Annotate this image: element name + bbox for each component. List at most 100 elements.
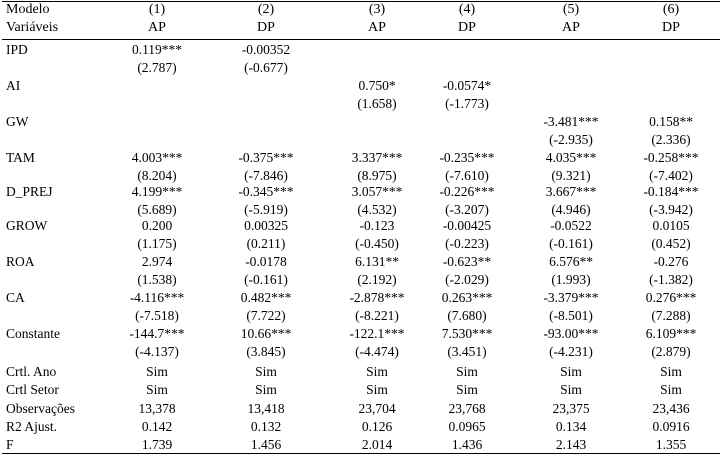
coefficient-cell: -0.375*** (238, 150, 294, 165)
t-stat-cell: (-0.677) (244, 60, 288, 75)
t-stat-cell: (3.845) (246, 344, 286, 359)
column-dependent-6: DP (662, 20, 680, 35)
coefficient-cell: -0.623** (442, 254, 492, 269)
t-stat-cell: (2.336) (651, 132, 691, 147)
variable-label: D_PREJ (6, 184, 53, 199)
t-stat-cell: (7.722) (246, 308, 286, 323)
footer-value-cell: 23,704 (358, 401, 396, 416)
footer-value-cell: 0.126 (361, 419, 393, 434)
footer-value-cell: 1.456 (250, 437, 282, 452)
t-stat-cell: (-1.382) (649, 272, 693, 287)
footer-value-cell: Sim (660, 382, 682, 397)
coefficient-cell: 2.974 (141, 254, 173, 269)
t-stat-cell: (4.946) (551, 202, 591, 217)
coefficient-cell: 0.263*** (441, 290, 493, 305)
footer-value-cell: Sim (255, 382, 277, 397)
header-rule (2, 39, 720, 40)
footer-value-cell: 1.355 (655, 437, 687, 452)
t-stat-cell: (1.538) (137, 272, 177, 287)
t-stat-cell: (-0.450) (355, 236, 399, 251)
coefficient-cell: -4.116*** (129, 290, 185, 305)
coefficient-cell: 6.576** (549, 254, 593, 269)
coefficient-cell: -0.0574* (442, 78, 492, 93)
t-stat-cell: (-2.029) (445, 272, 489, 287)
t-stat-cell: (-0.161) (244, 272, 288, 287)
coefficient-cell: 0.750* (358, 78, 396, 93)
coefficient-cell: -0.00425 (442, 218, 492, 233)
t-stat-cell: (8.204) (137, 168, 177, 183)
column-dependent-5: AP (562, 20, 580, 35)
t-stat-cell: (0.211) (246, 236, 286, 251)
t-stat-cell: (-4.474) (355, 344, 399, 359)
coefficient-cell: 7.530*** (441, 326, 493, 341)
column-dependent-3: AP (368, 20, 386, 35)
variable-label: AI (6, 78, 21, 93)
t-stat-cell: (8.975) (357, 168, 397, 183)
column-number-4: (4) (458, 2, 476, 17)
coefficient-cell: -0.184*** (643, 184, 699, 199)
t-stat-cell: (7.680) (447, 308, 487, 323)
footer-value-cell: Sim (560, 364, 582, 379)
footer-value-cell: 0.0916 (652, 419, 690, 434)
footer-label: Crtl Setor (6, 382, 59, 397)
footer-value-cell: 23,375 (552, 401, 590, 416)
footer-label: Observações (6, 401, 75, 416)
t-stat-cell: (-1.773) (445, 96, 489, 111)
footer-value-cell: 13,418 (247, 401, 285, 416)
t-stat-cell: (-3.942) (649, 202, 693, 217)
t-stat-cell: (5.689) (137, 202, 177, 217)
coefficient-cell: 0.482*** (240, 290, 292, 305)
column-number-1: (1) (148, 2, 166, 17)
variable-label: TAM (6, 150, 35, 165)
footer-label: F (6, 437, 14, 452)
footer-label: R2 Ajust. (6, 419, 58, 434)
column-number-2: (2) (257, 2, 275, 17)
t-stat-cell: (3.451) (447, 344, 487, 359)
coefficient-cell: 4.035*** (545, 150, 597, 165)
footer-value-cell: 2.143 (555, 437, 587, 452)
coefficient-cell: -0.258*** (643, 150, 699, 165)
coefficient-cell: -0.276 (653, 254, 689, 269)
coefficient-cell: -2.878*** (349, 290, 405, 305)
column-number-3: (3) (368, 2, 386, 17)
coefficient-cell: -0.0178 (245, 254, 287, 269)
coefficient-cell: 0.119*** (131, 42, 183, 57)
coefficient-cell: 3.057*** (351, 184, 403, 199)
t-stat-cell: (-7.846) (244, 168, 288, 183)
variable-label: ROA (6, 254, 35, 269)
coefficient-cell: -0.226*** (439, 184, 495, 199)
coefficient-cell: 6.109*** (645, 326, 697, 341)
coefficient-cell: -0.0522 (550, 218, 592, 233)
coefficient-cell: -0.235*** (439, 150, 495, 165)
coefficient-cell: -0.345*** (238, 184, 294, 199)
footer-value-cell: Sim (146, 382, 168, 397)
footer-value-cell: 0.132 (250, 419, 282, 434)
coefficient-cell: 3.667*** (545, 184, 597, 199)
coefficient-cell: 4.199*** (131, 184, 183, 199)
coefficient-cell: -93.00*** (543, 326, 599, 341)
footer-value-cell: Sim (560, 382, 582, 397)
footer-value-cell: 1.436 (451, 437, 483, 452)
footer-label: Crtl. Ano (6, 364, 57, 379)
column-dependent-1: AP (148, 20, 166, 35)
column-number-5: (5) (562, 2, 580, 17)
coefficient-cell: -3.379*** (543, 290, 599, 305)
coefficient-cell: 3.337*** (351, 150, 403, 165)
t-stat-cell: (-8.221) (355, 308, 399, 323)
variable-label: GROW (6, 218, 48, 233)
column-dependent-2: DP (257, 20, 275, 35)
header-model-label: Modelo (6, 2, 50, 17)
t-stat-cell: (2.192) (357, 272, 397, 287)
t-stat-cell: (9.321) (551, 168, 591, 183)
coefficient-cell: -122.1*** (349, 326, 405, 341)
t-stat-cell: (-0.223) (445, 236, 489, 251)
column-dependent-4: DP (458, 20, 476, 35)
t-stat-cell: (-2.935) (549, 132, 593, 147)
footer-value-cell: Sim (366, 382, 388, 397)
header-variables-label: Variáveis (6, 20, 59, 35)
footer-value-cell: 0.134 (555, 419, 587, 434)
footer-value-cell: 1.739 (141, 437, 173, 452)
coefficient-cell: 0.00325 (244, 218, 288, 233)
footer-value-cell: 23,768 (448, 401, 486, 416)
t-stat-cell: (-7.610) (445, 168, 489, 183)
